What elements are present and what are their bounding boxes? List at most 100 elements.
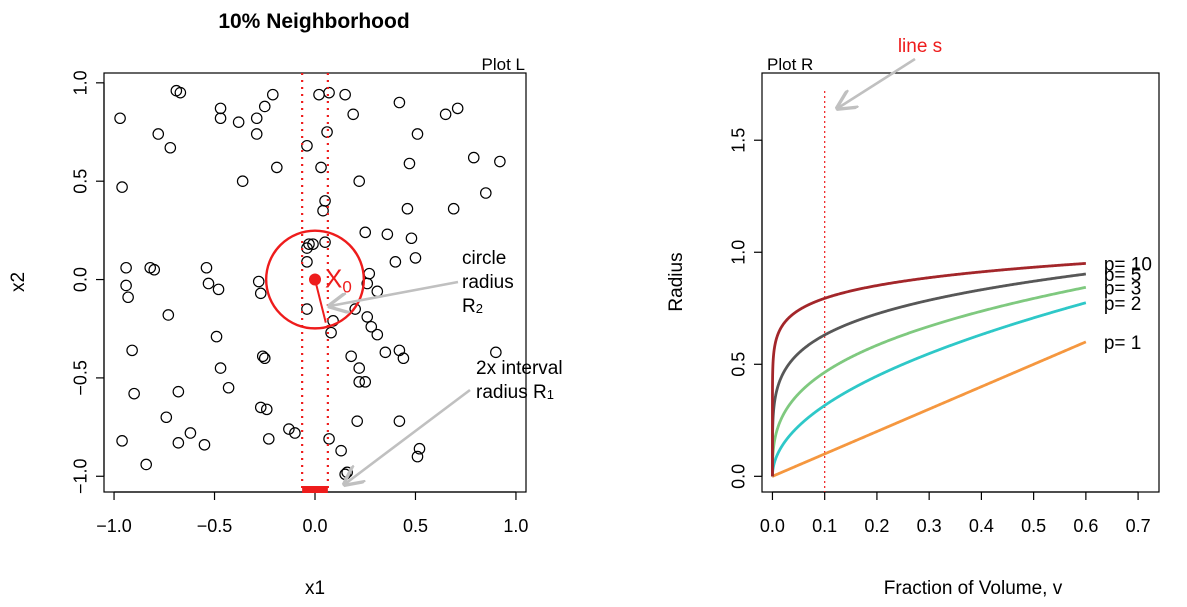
- scatter-point: [232, 116, 245, 128]
- scatter-point: [323, 86, 335, 99]
- scatter-point: [184, 427, 197, 439]
- right-x-axis-label: Fraction of Volume, v: [884, 578, 1063, 599]
- scatter-point: [411, 450, 424, 463]
- curve-p-10: [771, 262, 1086, 477]
- right-x-tick-label: 0.4: [969, 516, 994, 536]
- scatter-point: [325, 326, 337, 339]
- left-x-tick-label: −1.0: [96, 516, 132, 536]
- left-y-axis: −1.0 −0.5 0.0 0.5 1.0: [71, 70, 105, 494]
- circle-radius-line: [314, 279, 327, 323]
- left-y-tick-label: 1.0: [71, 70, 91, 95]
- scatter-point: [353, 362, 366, 374]
- scatter-point: [319, 236, 331, 248]
- scatter-point: [301, 303, 313, 315]
- scatter-point: [409, 252, 422, 264]
- scatter-point: [393, 96, 406, 109]
- scatter-point: [289, 427, 301, 439]
- scatter-point: [397, 352, 410, 365]
- left-plot-title: 10% Neighborhood: [218, 10, 409, 33]
- right-x-tick-label: 0.7: [1126, 516, 1151, 536]
- scatter-point: [317, 204, 329, 217]
- circle-annotation-line1: circle: [462, 248, 506, 269]
- scatter-point: [212, 283, 225, 296]
- scatter-point: [160, 411, 173, 424]
- scatter-points: [114, 84, 506, 481]
- scatter-point: [347, 108, 359, 121]
- scatter-point: [359, 376, 372, 388]
- left-x-tick-label: 0.0: [302, 516, 327, 536]
- scatter-point: [335, 444, 347, 457]
- scatter-point: [283, 423, 295, 435]
- scatter-point: [250, 112, 263, 125]
- scatter-point: [361, 277, 374, 290]
- scatter-point: [363, 267, 376, 280]
- right-y-axis: 0.0 0.5 1.0 1.5: [729, 128, 763, 489]
- scatter-point: [262, 433, 275, 445]
- scatter-point: [256, 350, 269, 363]
- right-x-tick-label: 0.1: [812, 516, 837, 536]
- scatter-point: [315, 161, 327, 174]
- curve-label: p= 1: [1104, 333, 1142, 354]
- right-x-tick-label: 0.3: [917, 516, 942, 536]
- scatter-point: [116, 435, 128, 447]
- scatter-point: [353, 175, 366, 187]
- curve-label: p= 10: [1104, 254, 1152, 275]
- scatter-point: [361, 311, 374, 323]
- scatter-point: [202, 277, 215, 290]
- left-x-tick-label: 1.0: [503, 516, 528, 536]
- scatter-point: [401, 202, 414, 215]
- right-plot-frame: [761, 72, 1160, 493]
- scatter-point: [164, 141, 177, 154]
- scatter-point: [214, 112, 227, 125]
- scatter-point: [271, 161, 283, 174]
- circle-annotation-arrow: [330, 280, 459, 306]
- right-y-tick-label: 0.5: [729, 352, 749, 377]
- right-x-tick-label: 0.5: [1021, 516, 1046, 536]
- interval-annotation-line2: radius R1: [476, 382, 554, 403]
- scatter-point: [359, 226, 372, 239]
- scatter-point: [447, 202, 460, 215]
- interval-bar: [302, 486, 328, 493]
- scatter-point: [494, 155, 506, 168]
- scatter-point: [140, 458, 152, 471]
- curve-p-1: [771, 340, 1087, 478]
- scatter-point: [152, 128, 165, 140]
- scatter-point: [365, 320, 378, 333]
- interval-annotation-line1: 2x interval: [476, 358, 563, 379]
- left-y-tick-label: −0.5: [71, 360, 91, 396]
- scatter-point: [258, 100, 271, 113]
- scatter-point: [172, 385, 185, 398]
- right-plot-corner-label: Plot R: [767, 55, 813, 74]
- left-x-axis: −1.0 −0.5 0.0 0.5 1.0: [96, 491, 528, 536]
- scatter-point: [393, 415, 406, 427]
- scatter-point: [122, 291, 134, 304]
- curve-p-2: [771, 301, 1087, 477]
- scatter-point: [341, 466, 353, 479]
- right-line-plot: Plot R 0.00.51.01.5 0.0 0.1 0.2 0.3 0.4 0.5 0.…: [666, 36, 1160, 599]
- neighborhood-circle: [264, 229, 366, 330]
- scatter-point: [172, 437, 185, 449]
- scatter-point: [371, 328, 384, 341]
- right-y-tick-label: 0.0: [729, 464, 749, 489]
- scatter-point: [339, 468, 351, 481]
- scatter-point: [260, 403, 273, 416]
- scatter-point: [250, 128, 263, 140]
- circle-annotation-line2: radius: [462, 272, 514, 293]
- scatter-point: [236, 175, 249, 187]
- scatter-point: [162, 309, 175, 321]
- scatter-point: [198, 438, 211, 451]
- right-y-axis-label: Radius: [666, 252, 687, 311]
- right-x-axis: 0.0 0.1 0.2 0.3 0.4 0.5 0.6 0.7: [760, 491, 1151, 536]
- circle-annotation-line3: R2: [462, 296, 483, 317]
- scatter-point: [214, 362, 227, 374]
- curve-label: p= 2: [1104, 294, 1142, 315]
- line-s-annotation-arrow: [838, 57, 916, 108]
- left-y-tick-label: −1.0: [71, 458, 91, 494]
- curve-p-3: [771, 285, 1087, 477]
- right-x-tick-label: 0.0: [760, 516, 785, 536]
- scatter-point: [222, 381, 235, 394]
- right-y-tick-label: 1.5: [729, 128, 749, 153]
- scatter-point: [114, 112, 126, 125]
- center-point-x0: [309, 273, 321, 286]
